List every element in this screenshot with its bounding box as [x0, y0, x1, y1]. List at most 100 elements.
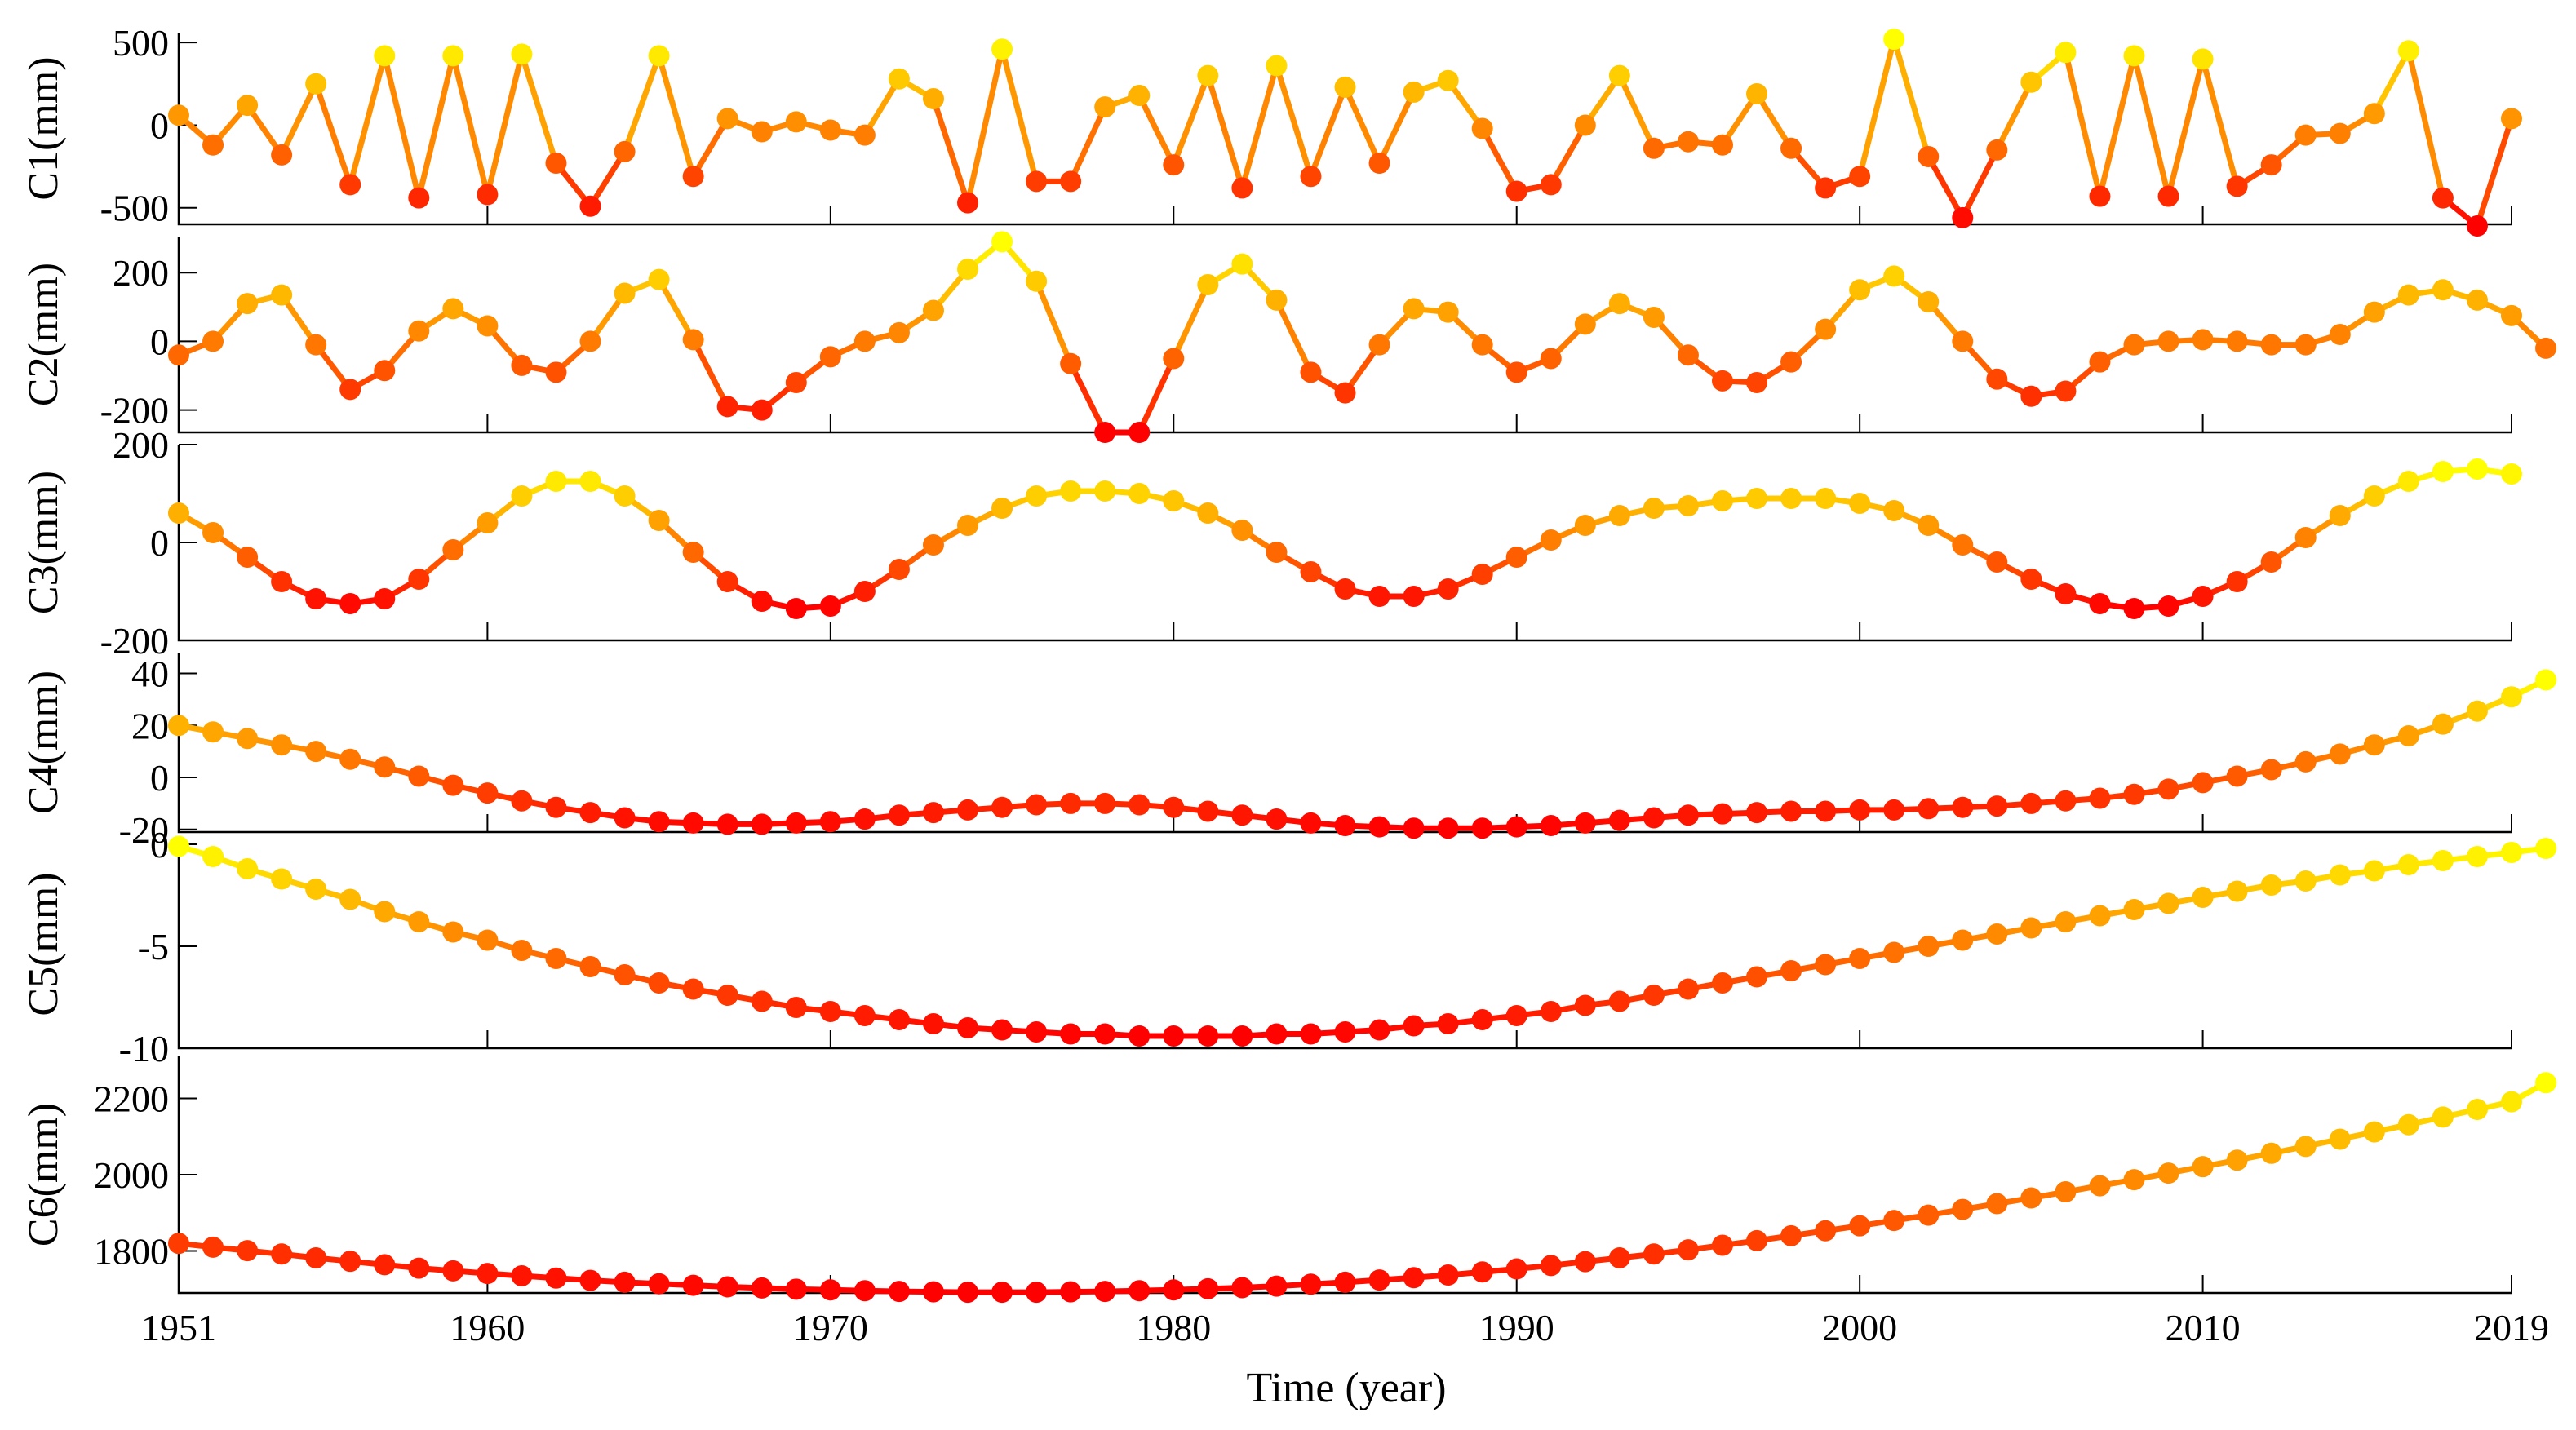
- data-point: [2363, 301, 2385, 323]
- data-point: [1986, 139, 2008, 161]
- data-point: [1711, 1234, 1733, 1256]
- panel-c6: 1800 2000 2200 C6(mm): [20, 1056, 2557, 1304]
- data-point: [1746, 82, 1768, 104]
- data-point: [1505, 361, 1527, 383]
- data-point: [991, 796, 1013, 818]
- data-point: [1060, 1281, 1082, 1303]
- data-point: [2226, 571, 2248, 592]
- line-segment: [2200, 55, 2241, 189]
- data-point: [2055, 911, 2077, 932]
- data-point: [2157, 185, 2179, 207]
- data-point: [168, 502, 189, 524]
- data-point: [957, 515, 979, 536]
- data-point: [202, 134, 224, 156]
- data-point: [1952, 1198, 1974, 1220]
- line-segment: [1136, 355, 1177, 436]
- data-point: [271, 144, 293, 166]
- data-point: [305, 73, 327, 95]
- data-point: [1883, 1210, 1905, 1232]
- data-point: [2294, 870, 2317, 892]
- data-point: [853, 808, 876, 830]
- line-segment: [313, 81, 353, 188]
- data-point: [1403, 81, 1425, 103]
- data-point: [1231, 177, 1253, 199]
- data-point: [1746, 488, 1768, 509]
- data-point: [1060, 1023, 1082, 1045]
- data-point: [751, 1277, 773, 1299]
- data-point: [2397, 854, 2419, 875]
- data-point: [1540, 815, 1562, 837]
- data-point: [1300, 166, 1322, 188]
- data-point: [305, 334, 327, 356]
- data-point: [2432, 461, 2454, 482]
- data-point: [716, 396, 738, 418]
- data-point: [1197, 800, 1219, 822]
- y-axis-title: C6(mm): [20, 1103, 67, 1246]
- y-tick-label: 2000: [94, 1154, 169, 1196]
- line-segment: [278, 81, 319, 158]
- data-point: [1574, 515, 1596, 536]
- line-segment: [2166, 55, 2206, 200]
- data-point: [1231, 1277, 1253, 1299]
- data-point: [1505, 1258, 1527, 1280]
- data-point: [888, 804, 910, 826]
- data-point: [579, 330, 601, 352]
- data-point: [2055, 790, 2077, 812]
- data-point: [2226, 330, 2248, 352]
- data-point: [1849, 166, 1871, 188]
- line-segment: [622, 52, 663, 155]
- data-point: [682, 329, 704, 351]
- line-segment: [1616, 73, 1657, 152]
- data-point: [2294, 334, 2317, 356]
- data-point: [1094, 480, 1116, 502]
- data-point: [2089, 787, 2111, 809]
- data-point: [2192, 48, 2214, 70]
- data-point: [1608, 1246, 1630, 1268]
- data-point: [168, 104, 189, 126]
- data-point: [1986, 923, 2008, 945]
- data-point: [408, 911, 430, 932]
- y-tick-label: 1800: [94, 1231, 169, 1273]
- data-point: [1711, 972, 1733, 994]
- line-segment: [484, 51, 525, 198]
- data-point: [1437, 578, 1459, 600]
- data-point: [2363, 103, 2385, 125]
- data-point: [1266, 1275, 1288, 1297]
- data-point: [271, 571, 293, 592]
- data-point: [1918, 291, 1940, 312]
- data-point: [1060, 792, 1082, 814]
- data-point: [1574, 994, 1596, 1016]
- data-point: [751, 813, 773, 835]
- data-point: [1574, 114, 1596, 136]
- data-point: [1677, 978, 1699, 1000]
- data-point: [1643, 137, 1665, 159]
- data-point: [648, 811, 670, 833]
- data-point: [1883, 941, 1905, 963]
- y-tick-label: 200: [113, 252, 169, 294]
- data-point: [1849, 493, 1871, 514]
- data-point: [2501, 842, 2522, 863]
- line-segment: [2371, 47, 2412, 117]
- line-segment: [2405, 47, 2446, 201]
- data-point: [442, 921, 464, 943]
- data-point: [2501, 304, 2522, 326]
- data-point: [2466, 700, 2488, 722]
- line-segment: [1959, 147, 2000, 221]
- data-point: [2020, 385, 2042, 407]
- data-point: [1540, 348, 1562, 370]
- data-point: [2501, 1091, 2522, 1113]
- data-point: [237, 728, 259, 750]
- data-point: [716, 108, 738, 130]
- data-point: [1094, 96, 1116, 118]
- data-point: [2260, 1142, 2282, 1164]
- data-point: [853, 581, 876, 602]
- line-segment: [381, 52, 422, 201]
- data-point: [888, 1009, 910, 1030]
- line-segment: [964, 46, 1005, 206]
- data-point: [2294, 527, 2317, 548]
- data-point: [1746, 1229, 1768, 1251]
- data-point: [1780, 960, 1802, 981]
- data-point: [1368, 1269, 1390, 1291]
- data-point: [2226, 880, 2248, 902]
- data-point: [2123, 334, 2145, 356]
